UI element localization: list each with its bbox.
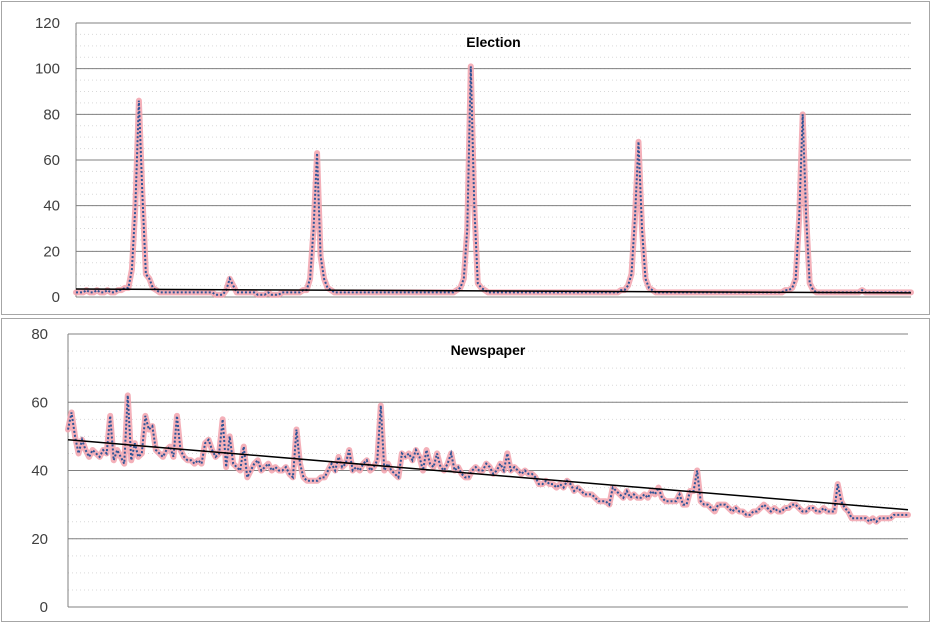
election-y-tick-label: 80 <box>43 106 60 123</box>
newspaper-chart-title: Newspaper <box>451 342 526 358</box>
election-y-tick-label: 40 <box>43 198 60 215</box>
newspaper-y-tick-label: 0 <box>40 599 48 616</box>
newspaper-y-tick-label: 40 <box>31 463 48 480</box>
newspaper-y-tick-label: 20 <box>31 531 48 548</box>
newspaper-y-tick-label: 80 <box>31 326 48 343</box>
election-y-tick-label: 60 <box>43 152 60 169</box>
election-trendline <box>75 288 912 294</box>
election-chart-panel: 0 20 40 60 80 100 120 Election <box>1 1 930 315</box>
newspaper-chart-panel: 0 20 40 60 80 Newspaper <box>1 318 930 622</box>
election-y-tick-label: 100 <box>35 61 60 78</box>
election-chart-title: Election <box>466 34 520 50</box>
newspaper-chart: 0 20 40 60 80 Newspaper <box>31 326 911 616</box>
election-y-tick-label: 20 <box>43 243 60 260</box>
newspaper-trendline <box>67 439 909 511</box>
newspaper-y-tick-label: 60 <box>31 394 48 411</box>
election-y-tick-label: 0 <box>52 289 60 306</box>
election-chart: 0 20 40 60 80 100 120 Election <box>35 15 914 306</box>
election-series-halo <box>73 63 914 298</box>
election-y-tick-label: 120 <box>35 15 60 32</box>
election-series-line <box>76 66 911 296</box>
newspaper-series-halo <box>65 392 911 525</box>
newspaper-series-line <box>67 395 908 524</box>
